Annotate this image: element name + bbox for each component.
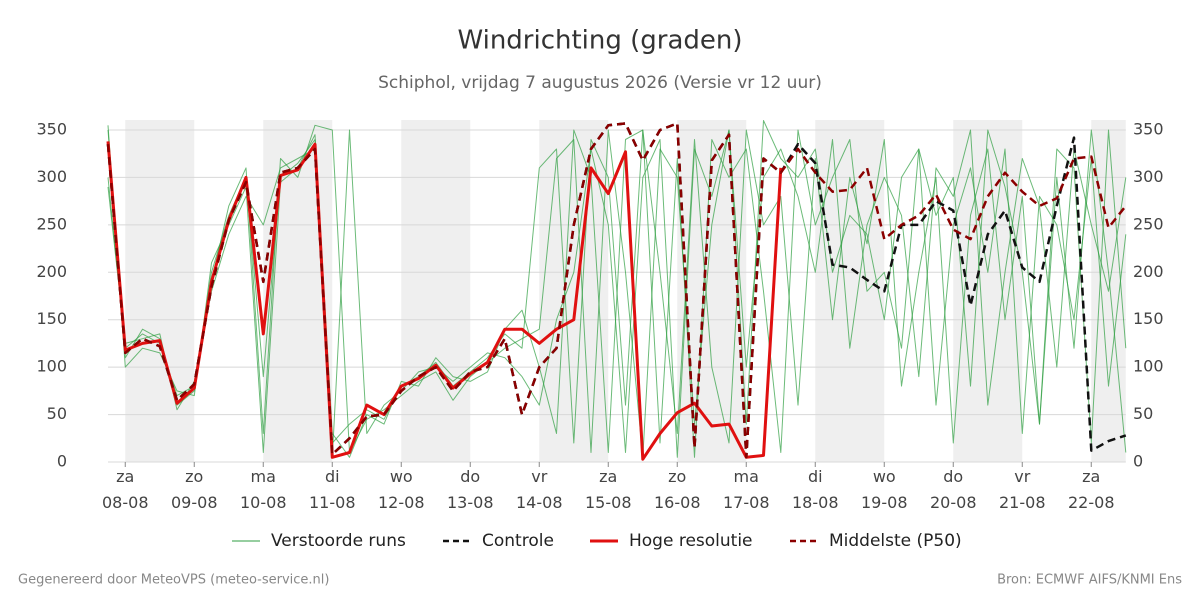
- y2-tick-label: 0: [1133, 452, 1143, 471]
- footer-right: Bron: ECMWF AIFS/KNMI Ens: [997, 573, 1182, 588]
- legend-label: Hoge resolutie: [629, 531, 753, 551]
- y-tick-label: 250: [36, 214, 67, 233]
- y2-tick-label: 150: [1133, 309, 1164, 328]
- day-shade: [815, 120, 885, 462]
- footer-left: Gegenereerd door MeteoVPS (meteo-service…: [18, 573, 329, 588]
- x-tick-label: ma 17-08: [723, 467, 770, 512]
- chart-title: Windrichting (graden): [457, 26, 742, 56]
- x-tick-label: di 11-08: [309, 467, 356, 512]
- day-shade: [401, 120, 471, 462]
- x-tick-label: do 20-08: [930, 467, 977, 512]
- x-tick-label: vr 21-08: [999, 467, 1046, 512]
- legend-label: Middelste (P50): [829, 531, 962, 551]
- y2-tick-label: 300: [1133, 167, 1164, 186]
- legend-label: Verstoorde runs: [271, 531, 406, 551]
- y2-tick-label: 50: [1133, 404, 1153, 423]
- x-tick-label: do 13-08: [447, 467, 494, 512]
- series-line: [106, 141, 783, 461]
- y2-tick-label: 250: [1133, 214, 1164, 233]
- y-tick-label: 150: [36, 309, 67, 328]
- y2-tick-label: 350: [1133, 120, 1164, 139]
- y-tick-label: 300: [36, 167, 67, 186]
- y2-tick-label: 200: [1133, 262, 1164, 281]
- x-tick-label: wo 19-08: [861, 467, 908, 512]
- series-line: [107, 125, 1127, 458]
- y-tick-label: 100: [36, 357, 67, 376]
- x-tick-label: za 22-08: [1068, 467, 1115, 512]
- chart-subtitle: Schiphol, vrijdag 7 augustus 2026 (Versi…: [378, 73, 822, 93]
- x-tick-label: za 15-08: [585, 467, 632, 512]
- x-tick-label: zo 16-08: [654, 467, 701, 512]
- y-tick-label: 50: [47, 404, 67, 423]
- x-tick-label: ma 10-08: [240, 467, 287, 512]
- day-shade: [953, 120, 1023, 462]
- series-line: [106, 122, 1127, 459]
- legend-label: Controle: [482, 531, 554, 551]
- y-tick-label: 200: [36, 262, 67, 281]
- x-tick-label: wo 12-08: [378, 467, 425, 512]
- x-tick-label: di 18-08: [792, 467, 839, 512]
- day-shade: [125, 120, 195, 462]
- x-tick-label: za 08-08: [102, 467, 149, 512]
- y-tick-label: 0: [57, 452, 67, 471]
- x-tick-label: zo 09-08: [171, 467, 218, 512]
- y2-tick-label: 100: [1133, 357, 1164, 376]
- x-tick-label: vr 14-08: [516, 467, 563, 512]
- y-tick-label: 350: [36, 120, 67, 139]
